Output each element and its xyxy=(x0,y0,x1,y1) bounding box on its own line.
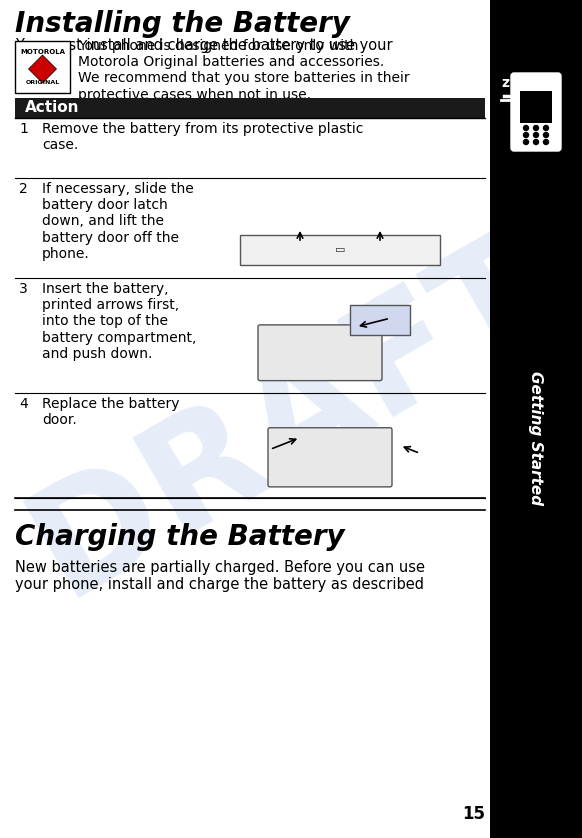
Circle shape xyxy=(523,139,528,144)
Circle shape xyxy=(544,126,548,131)
Circle shape xyxy=(534,139,538,144)
Text: Insert the battery,
printed arrows first,
into the top of the
battery compartmen: Insert the battery, printed arrows first… xyxy=(42,282,196,361)
Circle shape xyxy=(544,132,548,137)
Circle shape xyxy=(523,132,528,137)
Text: z: z xyxy=(501,76,509,90)
Text: Remove the battery from its protective plastic
case.: Remove the battery from its protective p… xyxy=(42,122,363,153)
Text: Replace the battery
door.: Replace the battery door. xyxy=(42,397,179,427)
Text: Action: Action xyxy=(25,101,80,116)
Text: 4: 4 xyxy=(19,397,28,411)
Text: If necessary, slide the
battery door latch
down, and lift the
battery door off t: If necessary, slide the battery door lat… xyxy=(42,182,194,261)
Circle shape xyxy=(534,132,538,137)
FancyBboxPatch shape xyxy=(268,427,392,487)
Bar xyxy=(15,98,485,118)
Bar xyxy=(520,91,552,123)
Text: 1: 1 xyxy=(19,122,28,136)
Text: Installing the Battery: Installing the Battery xyxy=(15,10,350,38)
Text: Your phone is designed for use only with
Motorola Original batteries and accesso: Your phone is designed for use only with… xyxy=(78,39,410,101)
Text: You must install and charge the battery to use your
phone.: You must install and charge the battery … xyxy=(15,38,393,70)
Bar xyxy=(350,305,410,335)
Text: 15: 15 xyxy=(462,805,485,823)
FancyBboxPatch shape xyxy=(258,325,382,380)
Circle shape xyxy=(534,126,538,131)
Bar xyxy=(240,235,440,266)
Text: New batteries are partially charged. Before you can use
your phone, install and : New batteries are partially charged. Bef… xyxy=(15,560,425,592)
Text: Getting Started: Getting Started xyxy=(528,371,544,505)
Text: 3: 3 xyxy=(19,282,28,296)
Bar xyxy=(15,41,70,93)
FancyBboxPatch shape xyxy=(511,73,561,151)
Text: MOTOROLA: MOTOROLA xyxy=(20,49,65,55)
Circle shape xyxy=(544,139,548,144)
Text: Charging the Battery: Charging the Battery xyxy=(15,523,345,551)
Polygon shape xyxy=(29,55,56,83)
Text: 2: 2 xyxy=(19,182,28,196)
Text: ORIGINAL: ORIGINAL xyxy=(26,80,59,85)
Text: ▭: ▭ xyxy=(335,246,345,256)
Text: DRAFT: DRAFT xyxy=(6,210,576,625)
Circle shape xyxy=(523,126,528,131)
Bar xyxy=(490,0,582,838)
